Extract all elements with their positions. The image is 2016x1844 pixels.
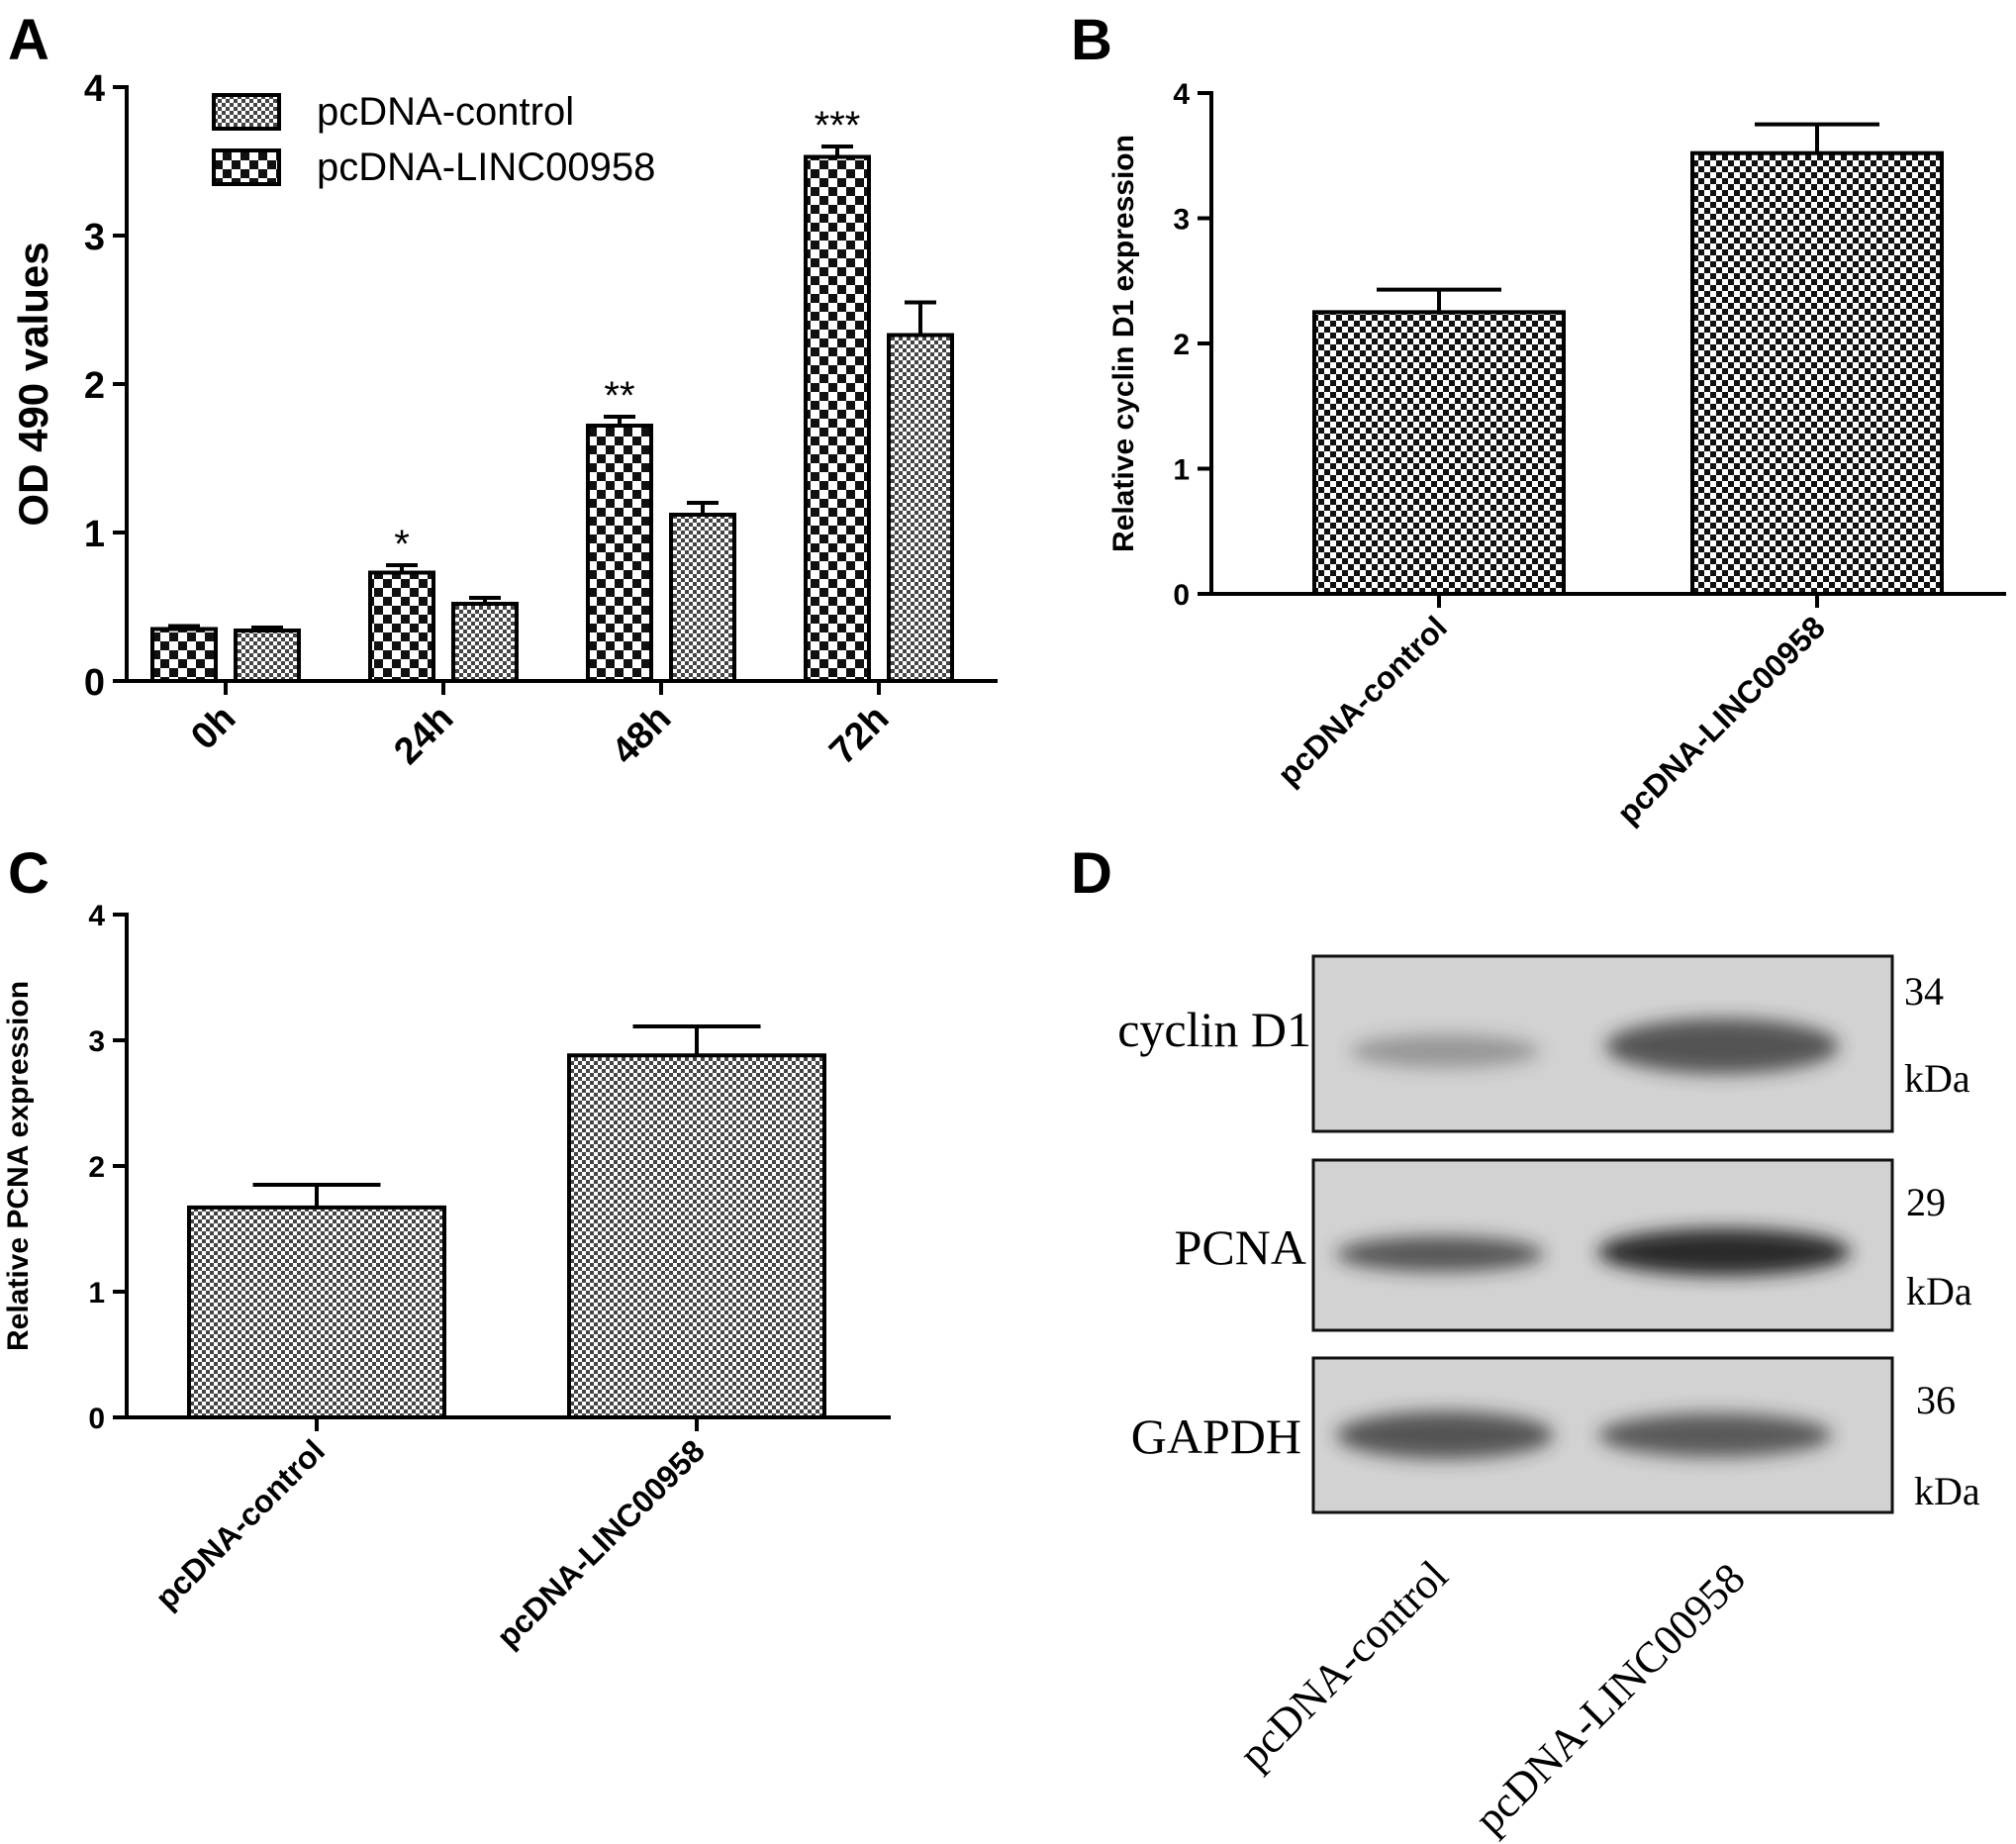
chart-a-significance: *** <box>815 104 861 147</box>
chart-c-xtick-label: pcDNA-LINC00958 <box>490 1432 712 1654</box>
chart-a-ytick-label: 2 <box>84 365 105 407</box>
chart-a-legend-swatch <box>212 148 281 186</box>
chart-a-legend-label: pcDNA-LINC00958 <box>317 146 655 189</box>
blot-label-cyclin-d1: cyclin D1 <box>1117 1002 1311 1057</box>
chart-c-ytick-label: 0 <box>88 1403 105 1435</box>
chart-a-legend-swatch <box>212 93 281 131</box>
chart-c-ytick-label: 4 <box>88 900 105 932</box>
blot-size-num-cyclin-d1: 34 <box>1904 969 1944 1014</box>
blot-size-unit-cyclin-d1: kDa <box>1904 1056 1970 1101</box>
chart-a-xtick-label: 0h <box>183 698 243 758</box>
blot-size-unit-gapdh: kDa <box>1914 1469 1980 1513</box>
chart-a-bar-48h-control <box>669 513 736 683</box>
chart-c-y-axis-label: Relative PCNA expression <box>2 981 35 1351</box>
chart-b-ytick-label: 3 <box>1173 204 1190 237</box>
chart-b-bar-control <box>1312 310 1566 596</box>
blot-band-gapdh-control <box>1336 1411 1554 1459</box>
chart-a-bar-48h-linc00958 <box>586 424 653 683</box>
chart-a-ytick-label: 4 <box>84 68 105 110</box>
blot-band-cyclin-d1-linc00958 <box>1605 1019 1839 1074</box>
blot-row-cyclin-d1: cyclin D1 34 kDa <box>1117 954 1970 1133</box>
chart-a-xtick-label: 24h <box>386 698 461 773</box>
chart-b-ytick-label: 4 <box>1173 78 1190 111</box>
chart-c-ytick-label: 1 <box>88 1277 105 1310</box>
blot-label-gapdh: GAPDH <box>1131 1408 1301 1464</box>
blot-row-gapdh: GAPDH 36 kDa <box>1131 1356 1980 1514</box>
chart-c-pcna: 0 1 2 3 4 Relative PCNA expression pcDNA-contr… <box>2 900 891 1655</box>
chart-c-xtick-label: pcDNA-control <box>148 1432 332 1615</box>
chart-a-significance: * <box>394 523 410 566</box>
chart-b-ytick-label: 2 <box>1173 329 1190 361</box>
blot-band-gapdh-linc00958 <box>1598 1413 1832 1457</box>
chart-a-legend-label: pcDNA-control <box>317 90 574 134</box>
chart-a-xtick-label: 48h <box>604 698 679 773</box>
chart-b-xtick-label: pcDNA-LINC00958 <box>1610 609 1832 830</box>
chart-a-ytick-label: 3 <box>84 217 105 258</box>
blot-row-pcna: PCNA 29 kDa <box>1175 1158 1972 1332</box>
panel-letter-a: A <box>8 8 49 72</box>
chart-a-xtick-label: 72h <box>821 698 897 773</box>
chart-a-bar-0h-linc00958 <box>150 627 218 683</box>
chart-c-bar-linc00958 <box>567 1053 826 1419</box>
chart-a-bar-72h-control <box>887 333 954 683</box>
chart-c-bar-control <box>187 1205 446 1420</box>
blot-size-num-pcna: 29 <box>1906 1180 1946 1224</box>
chart-c-ytick-label: 2 <box>88 1151 105 1184</box>
chart-b-ytick-label: 0 <box>1173 579 1190 612</box>
blot-label-pcna: PCNA <box>1175 1219 1306 1275</box>
blot-band-pcna-linc00958 <box>1597 1228 1851 1276</box>
chart-b-y-axis-label: Relative cyclin D1 expression <box>1107 135 1140 552</box>
blot-size-unit-pcna: kDa <box>1906 1269 1972 1313</box>
chart-a-bar-72h-linc00958 <box>804 154 871 683</box>
chart-a-bar-24h-linc00958 <box>368 570 435 683</box>
chart-c-ytick-label: 3 <box>88 1025 105 1058</box>
chart-a-ytick-label: 0 <box>84 662 105 704</box>
chart-a-ytick-label: 1 <box>84 514 105 555</box>
blot-lane-label-control: pcDNA-control <box>1229 1551 1457 1779</box>
blot-band-cyclin-d1-control <box>1350 1034 1540 1068</box>
blot-lane-label-linc00958: pcDNA-LINC00958 <box>1465 1554 1754 1843</box>
blot-band-pcna-control <box>1336 1236 1544 1272</box>
chart-b-bar-linc00958 <box>1690 150 1944 596</box>
western-blot: cyclin D1 34 kDa PCNA 29 kDa GAPDH 36 kD… <box>1117 954 1980 1843</box>
chart-a-significance: ** <box>604 374 634 418</box>
chart-a-od490: 0 1 2 3 4 OD 490 values 0h 24h * 48h ** 72h *** pcDNA… <box>10 68 998 773</box>
chart-a-bar-24h-control <box>451 602 519 683</box>
blot-size-num-gapdh: 36 <box>1916 1378 1956 1422</box>
panel-letter-c: C <box>8 841 49 906</box>
chart-b-xtick-label: pcDNA-control <box>1271 609 1454 792</box>
panel-letter-d: D <box>1071 841 1112 906</box>
chart-b-cyclin-d1: 0 1 2 3 4 Relative cyclin D1 expression pcDNA-… <box>1107 78 2006 831</box>
chart-a-bar-0h-control <box>234 629 301 683</box>
chart-b-ytick-label: 1 <box>1173 454 1190 487</box>
chart-a-y-axis-label: OD 490 values <box>10 242 56 526</box>
panel-letter-b: B <box>1071 8 1112 72</box>
